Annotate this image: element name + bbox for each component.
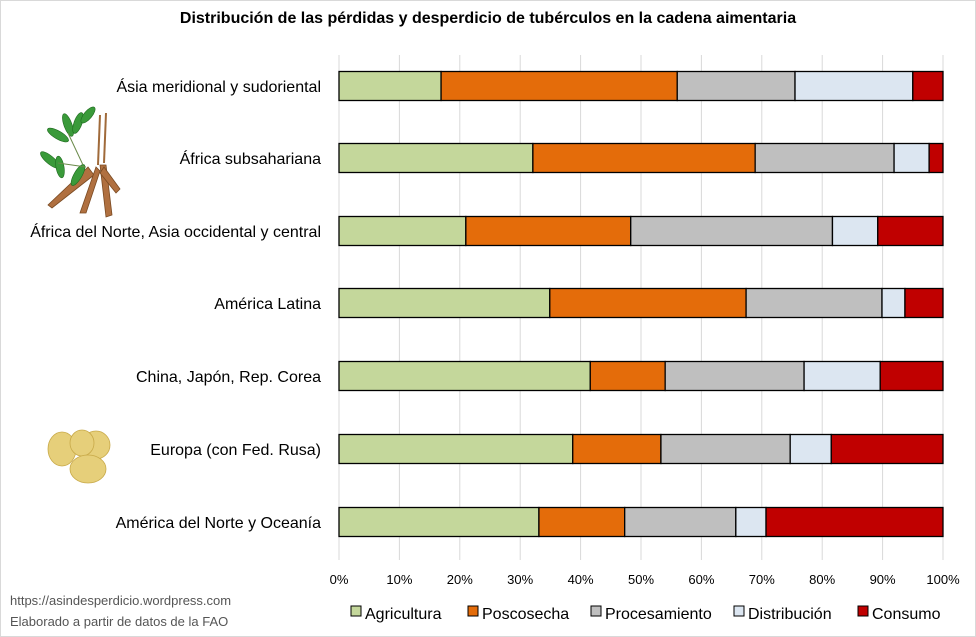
x-tick-label: 30% xyxy=(507,572,533,587)
bar-segment-procesamiento xyxy=(660,433,791,465)
bar-segment-procesamiento xyxy=(754,142,895,174)
bar-segment-procesamiento xyxy=(676,70,796,102)
category-labels: Ásia meridional y sudoriental África subs… xyxy=(30,77,321,532)
bar-segment-agricultura xyxy=(338,433,574,465)
bar-segment-consumo xyxy=(879,360,944,392)
x-tick-label: 10% xyxy=(386,572,412,587)
bar-segment-procesamiento xyxy=(664,360,805,392)
legend-item: Poscosecha xyxy=(467,605,569,623)
bar-segment-procesamiento xyxy=(745,287,883,319)
bars xyxy=(338,70,944,538)
bar-segment-consumo xyxy=(912,70,944,102)
bar-segment-poscosecha xyxy=(572,433,662,465)
x-tick-label: 90% xyxy=(870,572,896,587)
bar-segment-distribución xyxy=(789,433,832,465)
chart-title: Distribución de las pérdidas y desperdic… xyxy=(179,10,797,27)
cassava-plant-icon xyxy=(40,106,121,218)
bar-segment-agricultura xyxy=(338,287,551,319)
x-tick-label: 70% xyxy=(749,572,775,587)
category-label: China, Japón, Rep. Corea xyxy=(136,369,321,386)
bar-segment-poscosecha xyxy=(549,287,747,319)
legend-swatch xyxy=(350,605,362,617)
x-tick-label: 50% xyxy=(628,572,654,587)
credit-url: https://asindesperdicio.wordpress.com xyxy=(10,593,232,608)
legend-label: Distribución xyxy=(748,606,832,623)
bar-segment-agricultura xyxy=(338,506,540,538)
x-tick-label: 40% xyxy=(568,572,594,587)
bar-segment-poscosecha xyxy=(589,360,666,392)
bar-segment-distribución xyxy=(803,360,881,392)
bar-segment-procesamiento xyxy=(624,506,737,538)
x-tick-label: 100% xyxy=(926,572,960,587)
bar-segment-poscosecha xyxy=(532,142,756,174)
bar-segment-procesamiento xyxy=(630,215,834,247)
legend-swatch xyxy=(733,605,745,617)
legend: Agricultura Poscosecha Procesamiento Distri… xyxy=(350,605,941,623)
legend-item: Consumo xyxy=(857,605,941,623)
bar-segment-consumo xyxy=(877,215,944,247)
bar-segment-consumo xyxy=(904,287,944,319)
bar-segment-agricultura xyxy=(338,215,467,247)
bar-segment-poscosecha xyxy=(465,215,632,247)
category-label: África subsahariana xyxy=(180,149,322,168)
x-tick-label: 20% xyxy=(447,572,473,587)
bar-segment-distribución xyxy=(881,287,906,319)
bar-segment-distribución xyxy=(735,506,767,538)
credit-source: Elaborado a partir de datos de la FAO xyxy=(10,614,229,629)
legend-swatch xyxy=(590,605,602,617)
bar-segment-consumo xyxy=(830,433,944,465)
legend-swatch xyxy=(857,605,869,617)
bar-segment-consumo xyxy=(765,506,944,538)
legend-label: Poscosecha xyxy=(482,606,569,623)
category-label: Ásia meridional y sudoriental xyxy=(116,77,321,96)
bar-segment-agricultura xyxy=(338,142,534,174)
category-label: América Latina xyxy=(214,296,321,313)
bar-segment-distribución xyxy=(893,142,930,174)
bar-segment-distribución xyxy=(794,70,914,102)
legend-item: Distribución xyxy=(733,605,832,623)
x-tick-label: 0% xyxy=(330,572,349,587)
bar-segment-poscosecha xyxy=(440,70,678,102)
legend-label: Procesamiento xyxy=(605,606,712,623)
bar-segment-poscosecha xyxy=(538,506,626,538)
legend-label: Agricultura xyxy=(365,606,442,623)
x-tick-labels: 0% 10% 20% 30% 40% 50% 60% 70% 80% 90% 100% xyxy=(330,572,960,587)
category-label: Europa (con Fed. Rusa) xyxy=(150,442,321,459)
bar-segment-agricultura xyxy=(338,360,591,392)
legend-swatch xyxy=(467,605,479,617)
category-label: África del Norte, Asia occidental y cent… xyxy=(30,222,321,241)
x-tick-label: 80% xyxy=(809,572,835,587)
legend-item: Procesamiento xyxy=(590,605,712,623)
potatoes-icon xyxy=(47,429,111,484)
bar-segment-agricultura xyxy=(338,70,442,102)
x-tick-label: 60% xyxy=(688,572,714,587)
bar-segment-distribución xyxy=(831,215,879,247)
bar-segment-consumo xyxy=(928,142,944,174)
legend-label: Consumo xyxy=(872,606,941,623)
legend-item: Agricultura xyxy=(350,605,442,623)
category-label: América del Norte y Oceanía xyxy=(116,515,322,532)
